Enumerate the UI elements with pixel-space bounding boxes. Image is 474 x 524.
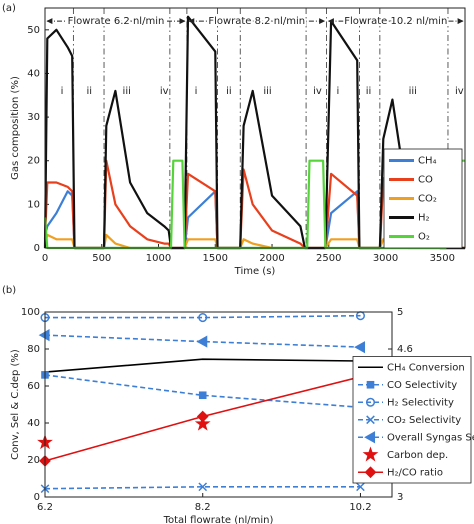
phase-label: iii [263,86,271,97]
y-axis-label: Conv, Sel & C.dep (%) [10,349,21,460]
legend-marker [366,415,375,425]
legend-label: O₂ [418,232,430,243]
marker [356,482,365,492]
x-tick-label: 2000 [259,253,284,264]
x-tick-label: 1500 [203,253,228,264]
x-axis-label: Total flowrate (nl/min) [163,515,274,524]
phase-label: i [61,86,64,97]
y-tick-label: 40 [27,418,40,429]
y-tick-label: 30 [27,112,40,123]
series-line [44,374,361,409]
x-tick-label: 10.2 [349,502,371,513]
legend-marker [365,397,376,407]
series-line [44,486,361,490]
marker [196,410,209,423]
y-tick-label: 50 [27,25,40,36]
plot-frame [44,311,393,498]
marker [354,341,366,354]
legend-label: H₂ [418,213,430,224]
phase-label: iv [313,86,322,97]
legend-label: CO [418,175,433,186]
phase-label: iv [455,86,464,97]
x-tick-label: 6.2 [37,502,53,513]
y-tick-label: 10 [27,199,40,210]
marker [194,415,211,431]
x-tick-label: 8.2 [195,502,211,513]
y-tick-label: 20 [27,156,40,167]
legend-marker [364,466,377,479]
panel-label: (a) [2,3,16,14]
plot-frame [44,7,466,249]
x-tick-label: 500 [92,253,111,264]
y-tick-label: 40 [27,68,40,79]
series-line [44,358,361,373]
flowrate-label: Flowrate 6.2 nl/min [68,16,165,27]
phase-label: ii [226,86,232,97]
x-tick-label: 1000 [146,253,171,264]
phase-label: i [195,86,198,97]
legend-marker [364,431,376,444]
x-tick-label: 0 [42,253,48,264]
marker [198,313,208,323]
phase-label: ii [366,86,372,97]
y-axis-label: Gas composition (%) [10,76,21,180]
x-tick-label: 3000 [373,253,398,264]
legend-label: CO₂ [418,194,437,205]
panel-label: (b) [2,285,16,296]
legend-label: H₂/CO ratio [387,467,443,478]
series-line [44,334,361,348]
legend-label: Overall Syngas Sel [387,432,474,443]
flowrate-label: Flowrate 8.2 nl/min [208,16,305,27]
legend-label: CO₂ Selectivity [387,415,461,426]
phase-label: i [336,86,339,97]
phase-label: iii [123,86,131,97]
legend-box [352,356,472,484]
phase-label: iii [409,86,417,97]
legend-label: Carbon dep. [387,450,448,461]
phase-label: ii [86,86,92,97]
y-tick-label: 0 [34,243,40,254]
x-axis-label: Time (s) [234,266,276,277]
marker [196,335,208,348]
y-tick-label: 60 [27,381,40,392]
y2-tick-label: 4.6 [397,344,413,355]
flowrate-label: Flowrate 10.2 nl/min [344,16,447,27]
series-line [43,15,465,250]
x-tick-label: 3500 [430,253,455,264]
y-tick-label: 80 [27,344,40,355]
series-line [45,314,361,319]
legend-label: H₂ Selectivity [387,397,454,408]
marker [198,391,207,400]
y-tick-label: 100 [21,307,40,318]
y2-tick-label: 5 [397,307,403,318]
y-tick-label: 20 [27,455,40,466]
legend-label: CH₄ [418,156,437,167]
y-tick-label: 0 [34,492,40,503]
marker [198,482,208,492]
phase-label: iv [160,86,169,97]
y2-tick-label: 3 [397,492,403,503]
legend-marker [362,446,379,462]
legend-label: CH₄ Conversion [387,362,465,373]
x-tick-label: 2500 [316,253,341,264]
legend-label: CO Selectivity [387,380,457,391]
legend-marker [366,380,375,389]
